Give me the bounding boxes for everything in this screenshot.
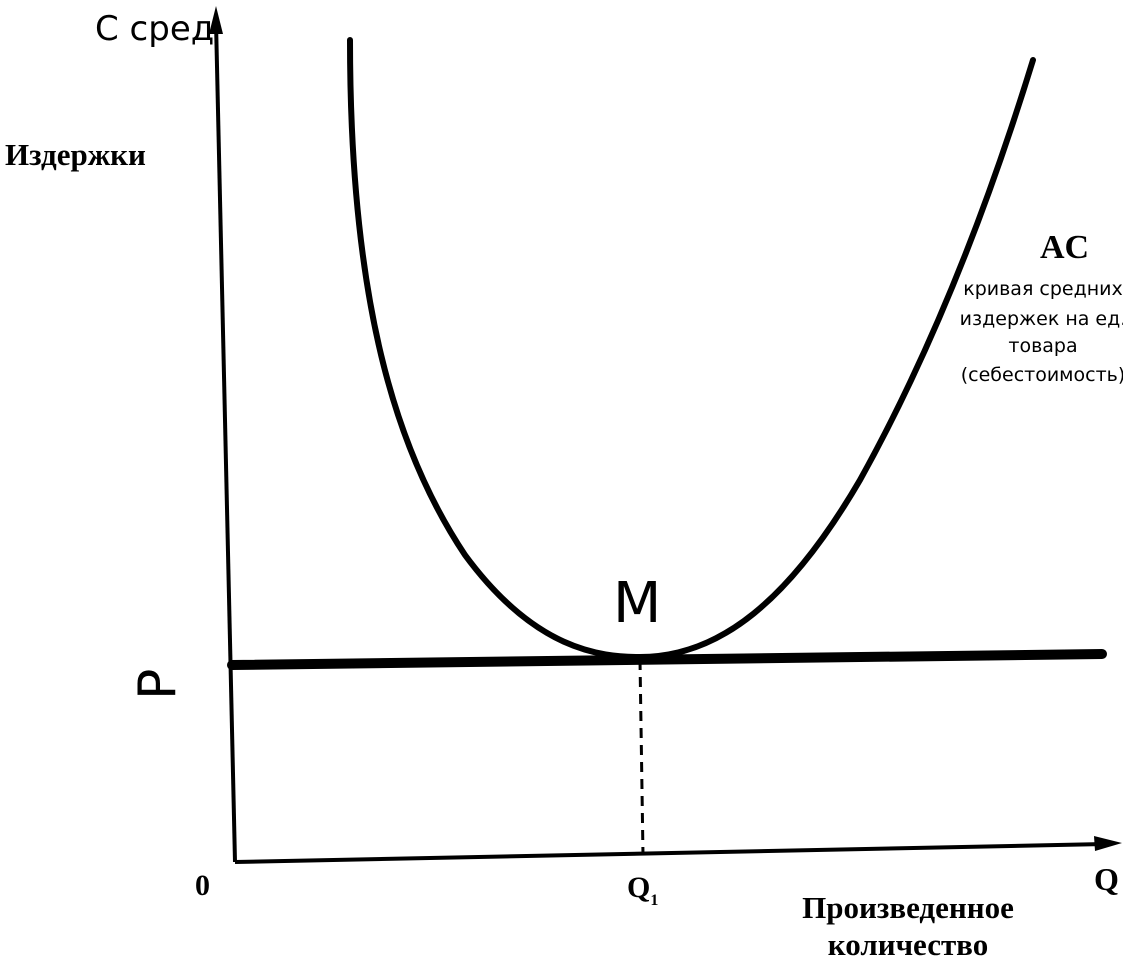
quantity-sub: 1 — [650, 892, 658, 909]
minimum-label: M — [613, 571, 661, 636]
quantity-label: Q1 — [627, 871, 658, 909]
x-axis — [234, 842, 1106, 864]
quantity-line — [638, 659, 645, 856]
quantity-text: Q — [627, 871, 650, 904]
ac-curve — [347, 37, 1036, 661]
origin-label: 0 — [195, 869, 210, 902]
price-label: P — [128, 669, 188, 700]
y-axis — [214, 21, 237, 863]
x-arrow — [1094, 836, 1122, 851]
curve-description: кривая средних — [963, 278, 1123, 300]
y-title: Издержки — [5, 137, 146, 172]
x-title: количество — [828, 927, 988, 962]
curve-label: AC — [1040, 229, 1089, 266]
x-label: Q — [1094, 861, 1119, 897]
curve-description: товара — [1008, 335, 1077, 357]
curve-description: (себестоимость) — [961, 364, 1123, 386]
curve-description: издержек на ед. — [960, 308, 1123, 330]
y-label: С сред — [95, 9, 214, 49]
x-title: Произведенное — [802, 890, 1014, 925]
price-line — [227, 649, 1107, 670]
y-arrow — [209, 6, 223, 34]
